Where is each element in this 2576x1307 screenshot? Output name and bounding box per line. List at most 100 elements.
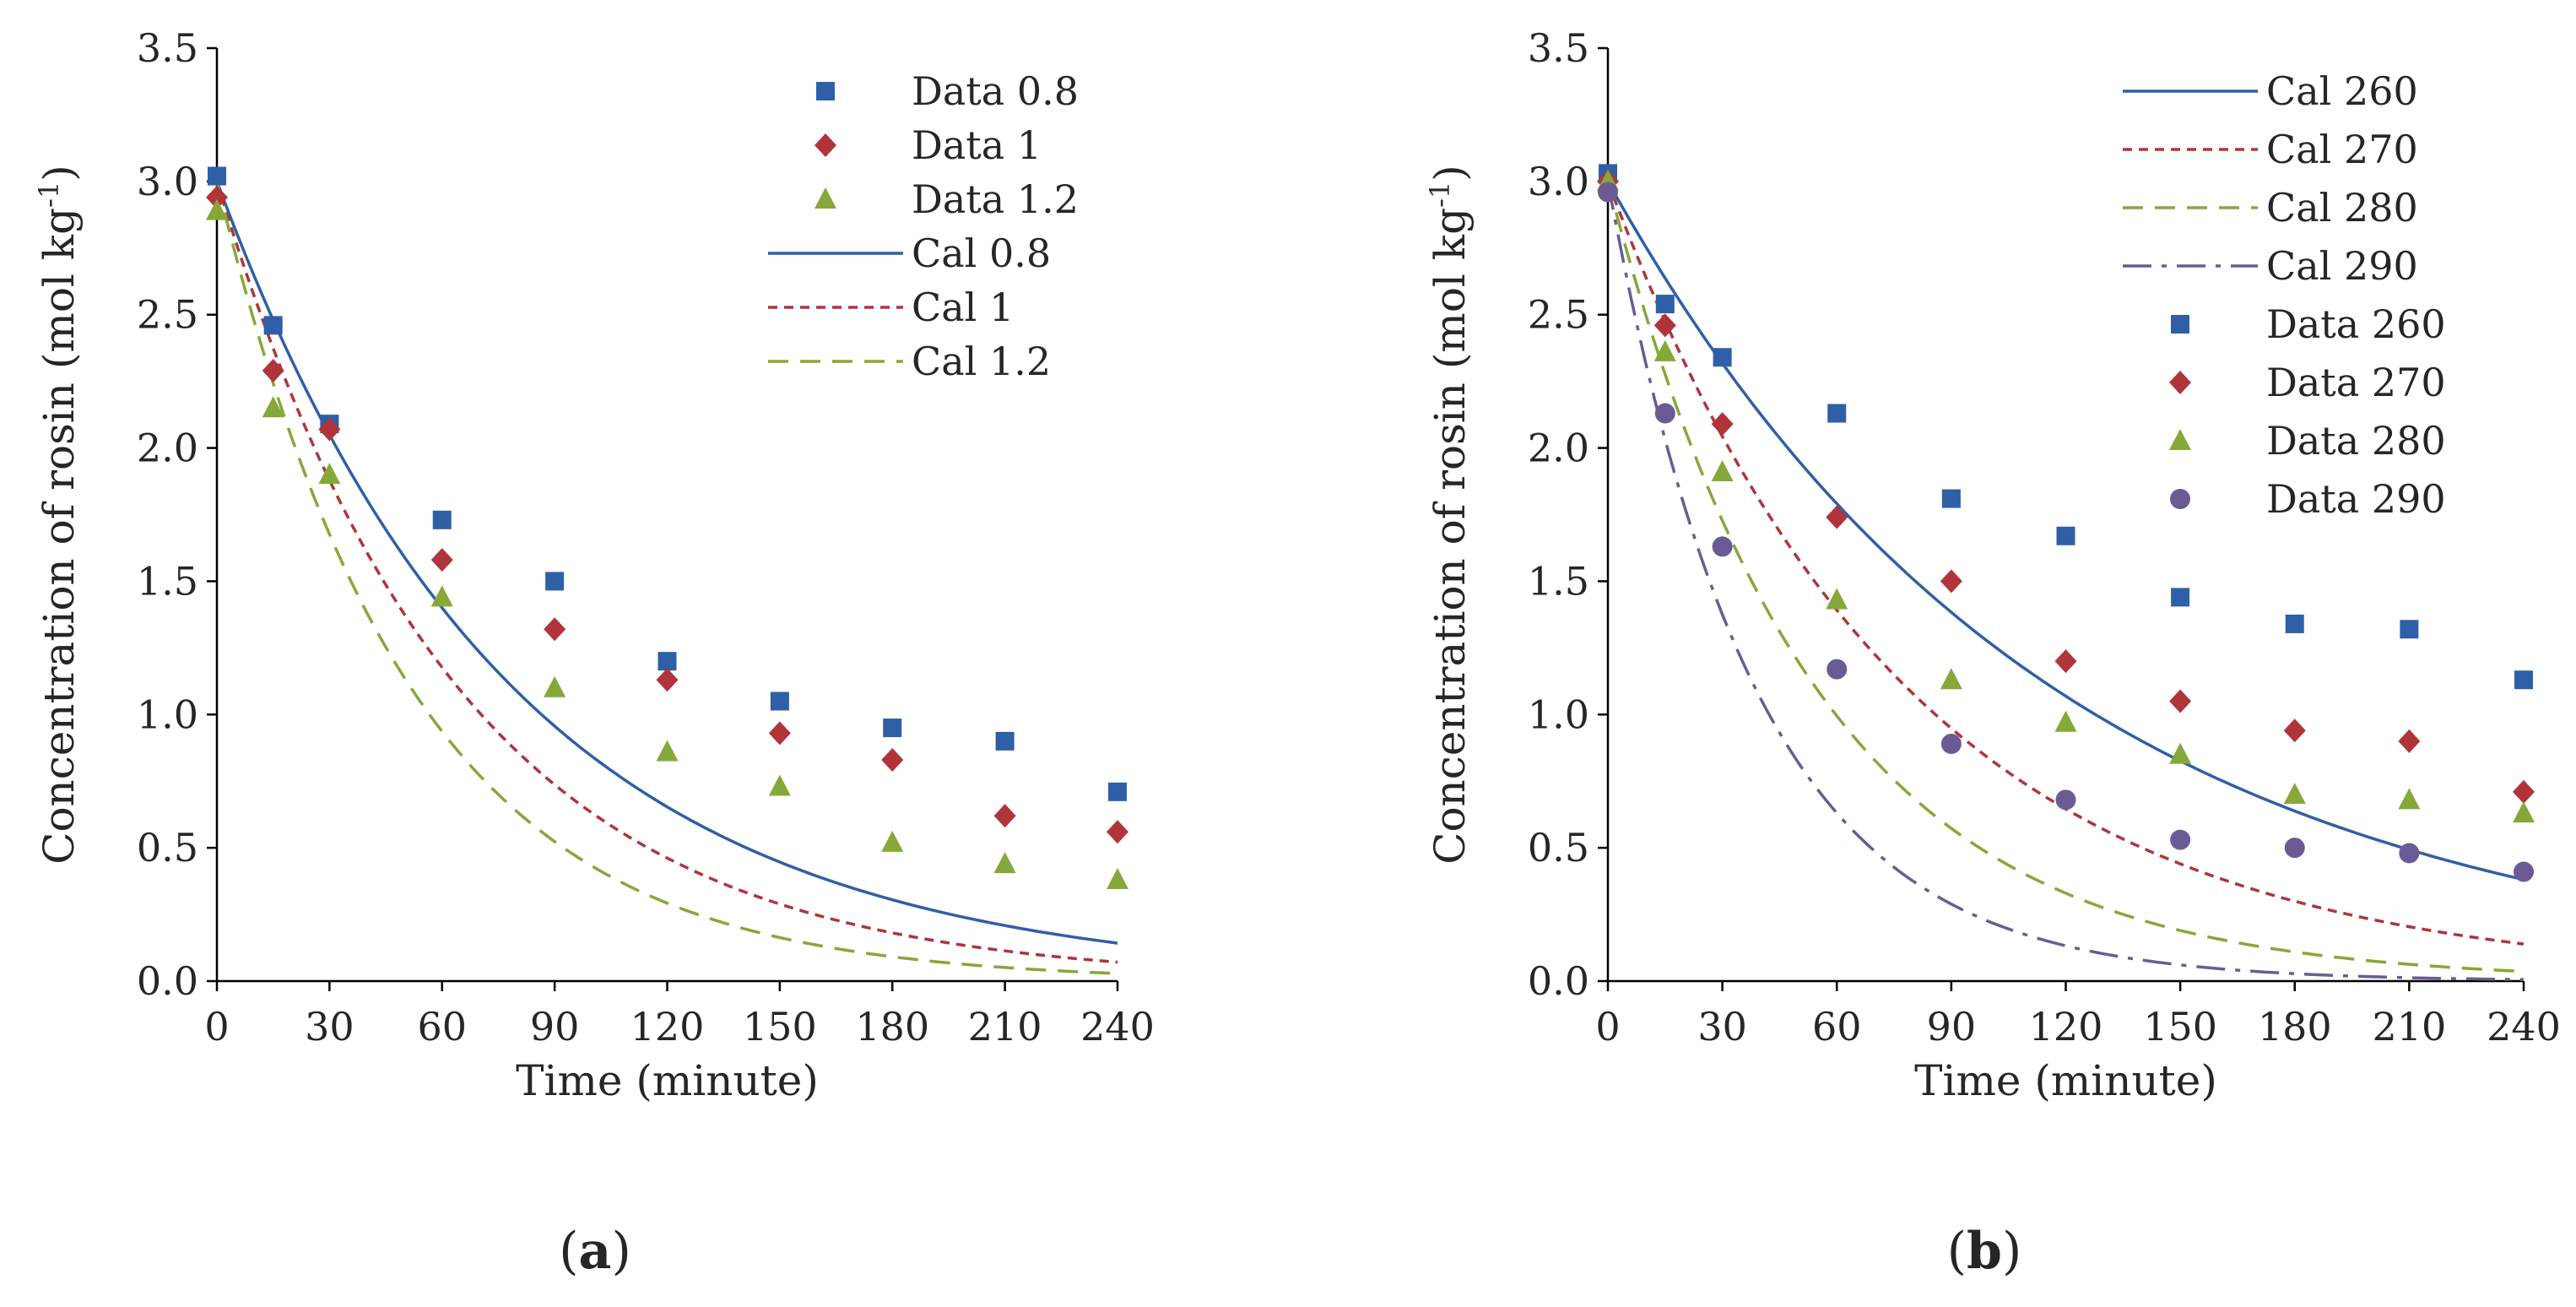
data-point-data-270: [1711, 412, 1734, 437]
y-axis-title: Concentration of rosin (mol kg-1): [33, 165, 84, 865]
legend-label-data-1-2: Data 1.2: [912, 176, 1079, 222]
legend-label-data-290: Data 290: [2266, 476, 2446, 522]
data-point-data-290: [2055, 789, 2076, 811]
fit-curve-cal-270: [1606, 181, 2525, 946]
data-point-data-0-8: [1108, 782, 1127, 801]
y-tick-label: 3.5: [137, 25, 198, 71]
data-point-data-290: [1712, 536, 1733, 557]
data-point-data-1: [993, 804, 1016, 828]
data-point-data-1: [262, 359, 284, 383]
y-tick-label: 3.0: [1528, 159, 1589, 204]
data-point-data-1-2: [544, 675, 566, 697]
data-point-data-0-8: [883, 719, 902, 738]
legend-marker-data-0-8: [816, 82, 835, 100]
y-tick-label: 0.0: [137, 958, 198, 1004]
data-point-data-260: [2171, 588, 2190, 607]
legend-label-cal-270: Cal 270: [2266, 127, 2418, 172]
data-point-data-1-2: [206, 198, 228, 220]
legend-marker-data-270: [2169, 371, 2191, 394]
x-tick-label: 60: [1812, 1004, 1862, 1049]
legend-label-data-260: Data 260: [2266, 301, 2446, 347]
data-point-data-260: [2514, 670, 2533, 690]
panel-label-a: (a): [559, 1222, 631, 1281]
legend-marker-data-1-2: [814, 187, 836, 209]
data-point-data-290: [2170, 829, 2191, 850]
y-tick-label: 1.5: [137, 558, 198, 604]
data-point-data-270: [2283, 719, 2306, 743]
data-point-data-280: [2513, 801, 2535, 823]
legend-label-cal-260: Cal 260: [2266, 68, 2418, 114]
data-point-data-1: [318, 417, 341, 442]
data-point-data-290: [2514, 861, 2534, 882]
data-point-data-260: [1655, 295, 1675, 314]
legend-marker-data-1: [814, 133, 836, 157]
data-point-data-280: [2054, 710, 2077, 732]
data-point-data-260: [2400, 620, 2419, 639]
data-point-data-280: [2169, 742, 2192, 764]
data-point-data-1-2: [262, 396, 284, 418]
data-point-data-0-8: [658, 652, 677, 671]
data-point-data-270: [2513, 779, 2535, 804]
x-tick-label: 180: [2258, 1004, 2332, 1049]
legend-label-data-280: Data 280: [2266, 418, 2446, 464]
y-tick-label: 1.0: [1528, 691, 1589, 737]
data-point-data-1-2: [768, 774, 791, 796]
data-point-data-290: [1598, 182, 1618, 203]
data-point-data-0-8: [770, 691, 789, 711]
data-point-data-260: [1713, 348, 1732, 367]
data-point-data-280: [1940, 668, 1962, 690]
y-axis-title-main: Concentration of rosin (mol kg: [35, 208, 84, 865]
x-axis-title: Time (minute): [516, 1056, 819, 1105]
data-point-data-1: [206, 185, 228, 209]
x-tick-label: 240: [2487, 1004, 2561, 1049]
data-point-data-280: [1653, 339, 1676, 361]
data-point-data-290: [1826, 659, 1848, 680]
legend-label-data-1: Data 1: [912, 122, 1042, 168]
legend-label-cal-1-2: Cal 1.2: [912, 339, 1051, 384]
x-tick-label: 150: [743, 1004, 817, 1049]
y-axis-title-superscript: -1: [33, 182, 65, 208]
data-point-data-290: [2399, 843, 2420, 864]
data-point-data-280: [2398, 788, 2421, 810]
data-point-data-1: [1107, 820, 1128, 844]
y-tick-label: 2.0: [1528, 426, 1589, 471]
chart-panel-a: 0.0 0.5 1.0 1.5 2.0 2.5 3.0 3.5 0 30 60 90 120 150 180…: [33, 25, 1155, 1105]
x-tick-label: 90: [1927, 1004, 1977, 1049]
y-tick-label: 2.5: [137, 292, 198, 338]
x-tick-label: 150: [2143, 1004, 2217, 1049]
y-axis-title-main: Concentration of rosin (mol kg: [1426, 208, 1475, 865]
data-point-data-0-8: [432, 510, 452, 529]
legend-marker-data-280: [2169, 429, 2191, 450]
x-tick-label: 30: [1697, 1004, 1747, 1049]
data-point-data-1: [656, 668, 679, 692]
legend-label-cal-0-8: Cal 0.8: [912, 230, 1051, 276]
data-point-data-290: [1940, 734, 1962, 755]
data-point-data-1: [430, 548, 453, 572]
y-tick-label: 0.0: [1528, 958, 1589, 1004]
fit-curve-cal-0-8: [215, 181, 1118, 945]
y-axis-title-end: ): [35, 165, 84, 182]
data-point-data-280: [2283, 783, 2306, 804]
x-tick-label: 60: [417, 1004, 467, 1049]
data-point-data-1-2: [318, 463, 341, 485]
legend-label-cal-1: Cal 1: [912, 285, 1014, 330]
data-point-data-290: [1654, 403, 1675, 424]
data-point-data-280: [1711, 459, 1734, 481]
fit-curve-cal-1-2: [215, 181, 1118, 975]
data-point-data-270: [2054, 649, 2077, 674]
x-tick-label: 210: [2372, 1004, 2446, 1049]
y-tick-label: 0.5: [137, 825, 198, 870]
y-tick-label: 1.0: [137, 691, 198, 737]
x-tick-label: 0: [1595, 1004, 1620, 1049]
data-point-data-270: [2169, 689, 2192, 713]
x-tick-label: 30: [305, 1004, 354, 1049]
data-point-data-270: [1653, 313, 1676, 338]
data-point-data-1-2: [430, 585, 453, 607]
data-point-data-1-2: [993, 852, 1016, 874]
y-tick-label: 3.0: [137, 159, 198, 204]
data-point-data-0-8: [208, 166, 226, 186]
chart-panel-b: 0.0 0.5 1.0 1.5 2.0 2.5 3.0 3.5 0 30 60 90 120 150 180…: [1424, 25, 2561, 1105]
data-point-data-0-8: [263, 316, 283, 335]
data-point-data-260: [1941, 489, 1961, 508]
